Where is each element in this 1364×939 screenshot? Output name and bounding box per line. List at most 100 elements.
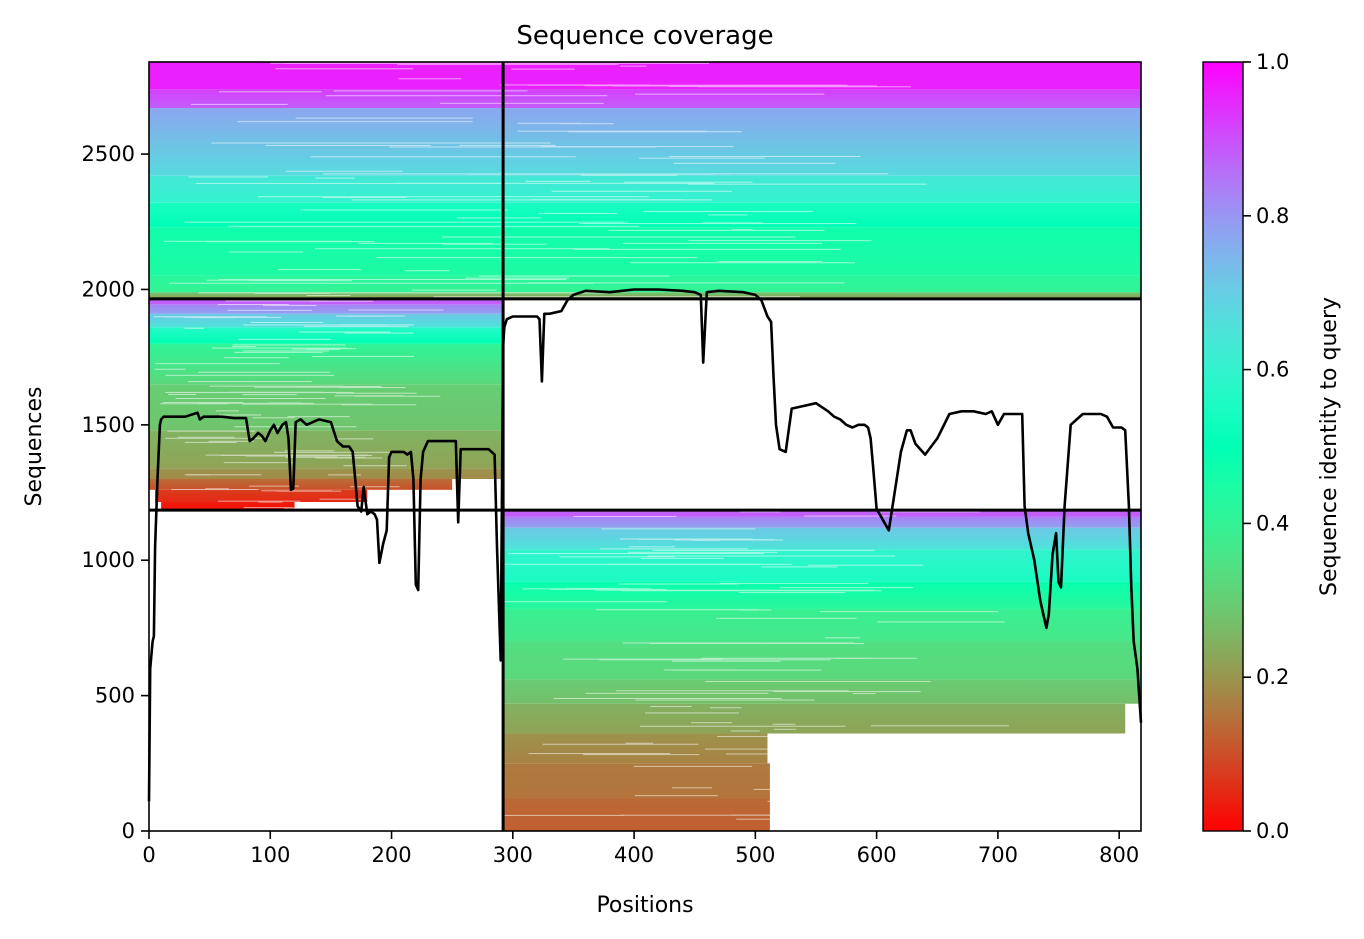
chain-2-block-band bbox=[503, 527, 1142, 550]
colorbar-tick-label: 0.2 bbox=[1256, 665, 1289, 689]
gap-line bbox=[245, 455, 338, 457]
gap-line bbox=[234, 351, 323, 353]
gap-line bbox=[600, 548, 749, 550]
gap-line bbox=[779, 587, 915, 589]
gap-line bbox=[772, 723, 796, 725]
gap-line bbox=[704, 748, 840, 750]
gap-line bbox=[456, 217, 541, 219]
gap-line bbox=[738, 609, 772, 611]
gap-line bbox=[635, 93, 825, 95]
gap-line bbox=[459, 144, 556, 146]
gap-line bbox=[465, 277, 569, 279]
chain-2-block-band bbox=[503, 641, 1142, 680]
gap-line bbox=[223, 357, 289, 359]
gap-line bbox=[165, 374, 335, 376]
gap-line bbox=[568, 131, 742, 133]
gap-line bbox=[768, 760, 826, 762]
gap-line bbox=[641, 557, 724, 559]
gap-line bbox=[398, 78, 462, 80]
chain-1-block-band bbox=[161, 502, 295, 511]
gap-line bbox=[442, 243, 547, 245]
gap-line bbox=[644, 712, 740, 714]
gap-line bbox=[709, 707, 742, 709]
x-tick-label: 800 bbox=[1099, 843, 1139, 867]
gap-line bbox=[619, 814, 870, 816]
gap-line bbox=[528, 282, 845, 284]
gap-line bbox=[276, 490, 342, 492]
gap-line bbox=[306, 348, 357, 350]
gap-line bbox=[340, 324, 414, 326]
gap-line bbox=[627, 551, 778, 553]
gap-line bbox=[511, 68, 575, 70]
chain-2-block-band bbox=[503, 763, 770, 799]
gap-line bbox=[319, 498, 378, 500]
gap-line bbox=[650, 705, 692, 707]
gap-line bbox=[336, 392, 417, 394]
gap-line bbox=[293, 385, 382, 387]
gap-line bbox=[309, 300, 374, 302]
gap-line bbox=[573, 515, 677, 517]
chart-title: Sequence coverage bbox=[516, 21, 773, 51]
x-tick-label: 400 bbox=[614, 843, 654, 867]
gap-line bbox=[730, 730, 760, 732]
gap-line bbox=[701, 539, 775, 541]
gap-line bbox=[774, 763, 845, 765]
gap-line bbox=[285, 170, 403, 172]
gap-line bbox=[306, 295, 351, 297]
gap-line bbox=[275, 68, 414, 70]
gap-line bbox=[804, 515, 897, 517]
gap-line bbox=[643, 210, 813, 212]
plot-frame bbox=[148, 61, 1142, 832]
gap-line bbox=[219, 91, 322, 93]
y-tick-label: 500 bbox=[95, 684, 135, 708]
gap-line bbox=[295, 117, 473, 119]
gap-line bbox=[322, 173, 732, 175]
paired-block-band bbox=[149, 275, 1141, 293]
x-tick-label: 600 bbox=[857, 843, 897, 867]
gap-line bbox=[517, 122, 583, 124]
chain-1-block-band bbox=[149, 384, 504, 431]
y-axis-title: Sequences bbox=[22, 387, 47, 507]
gap-line bbox=[672, 669, 822, 671]
gap-line bbox=[397, 63, 619, 65]
x-tick-label: 500 bbox=[735, 843, 775, 867]
gap-line bbox=[218, 278, 567, 280]
gap-line bbox=[190, 103, 288, 105]
gap-line bbox=[195, 182, 501, 184]
gap-line bbox=[215, 410, 240, 412]
gap-line bbox=[740, 511, 781, 513]
gap-line bbox=[441, 236, 796, 238]
gap-line bbox=[553, 697, 782, 699]
heatmap-layer bbox=[149, 62, 1142, 832]
chain-2-block-band bbox=[503, 608, 1142, 642]
gap-line bbox=[622, 242, 823, 244]
gap-line bbox=[710, 173, 889, 175]
gap-line bbox=[315, 248, 610, 250]
gap-line bbox=[856, 752, 941, 754]
gap-line bbox=[796, 735, 831, 737]
gap-line bbox=[254, 292, 330, 294]
gap-line bbox=[507, 553, 765, 555]
gap-line bbox=[719, 582, 869, 584]
x-tick-label: 0 bbox=[142, 843, 155, 867]
gap-line bbox=[652, 549, 875, 551]
gap-line bbox=[345, 315, 385, 317]
gap-line bbox=[618, 583, 740, 585]
gap-line bbox=[345, 503, 434, 505]
gap-line bbox=[549, 588, 667, 590]
gap-line bbox=[231, 346, 257, 348]
gap-line bbox=[265, 144, 431, 146]
gap-line bbox=[169, 282, 594, 284]
gap-line bbox=[726, 753, 907, 755]
y-tick-label: 0 bbox=[122, 819, 135, 843]
gap-line bbox=[165, 437, 270, 439]
gap-line bbox=[620, 65, 647, 67]
gap-line bbox=[580, 174, 678, 176]
paired-block-band bbox=[149, 89, 1141, 109]
gap-line bbox=[162, 402, 244, 404]
coverage-line bbox=[147, 288, 1143, 802]
chain-1-block-band bbox=[149, 468, 504, 479]
gap-line bbox=[167, 430, 256, 432]
gap-line bbox=[731, 229, 753, 231]
